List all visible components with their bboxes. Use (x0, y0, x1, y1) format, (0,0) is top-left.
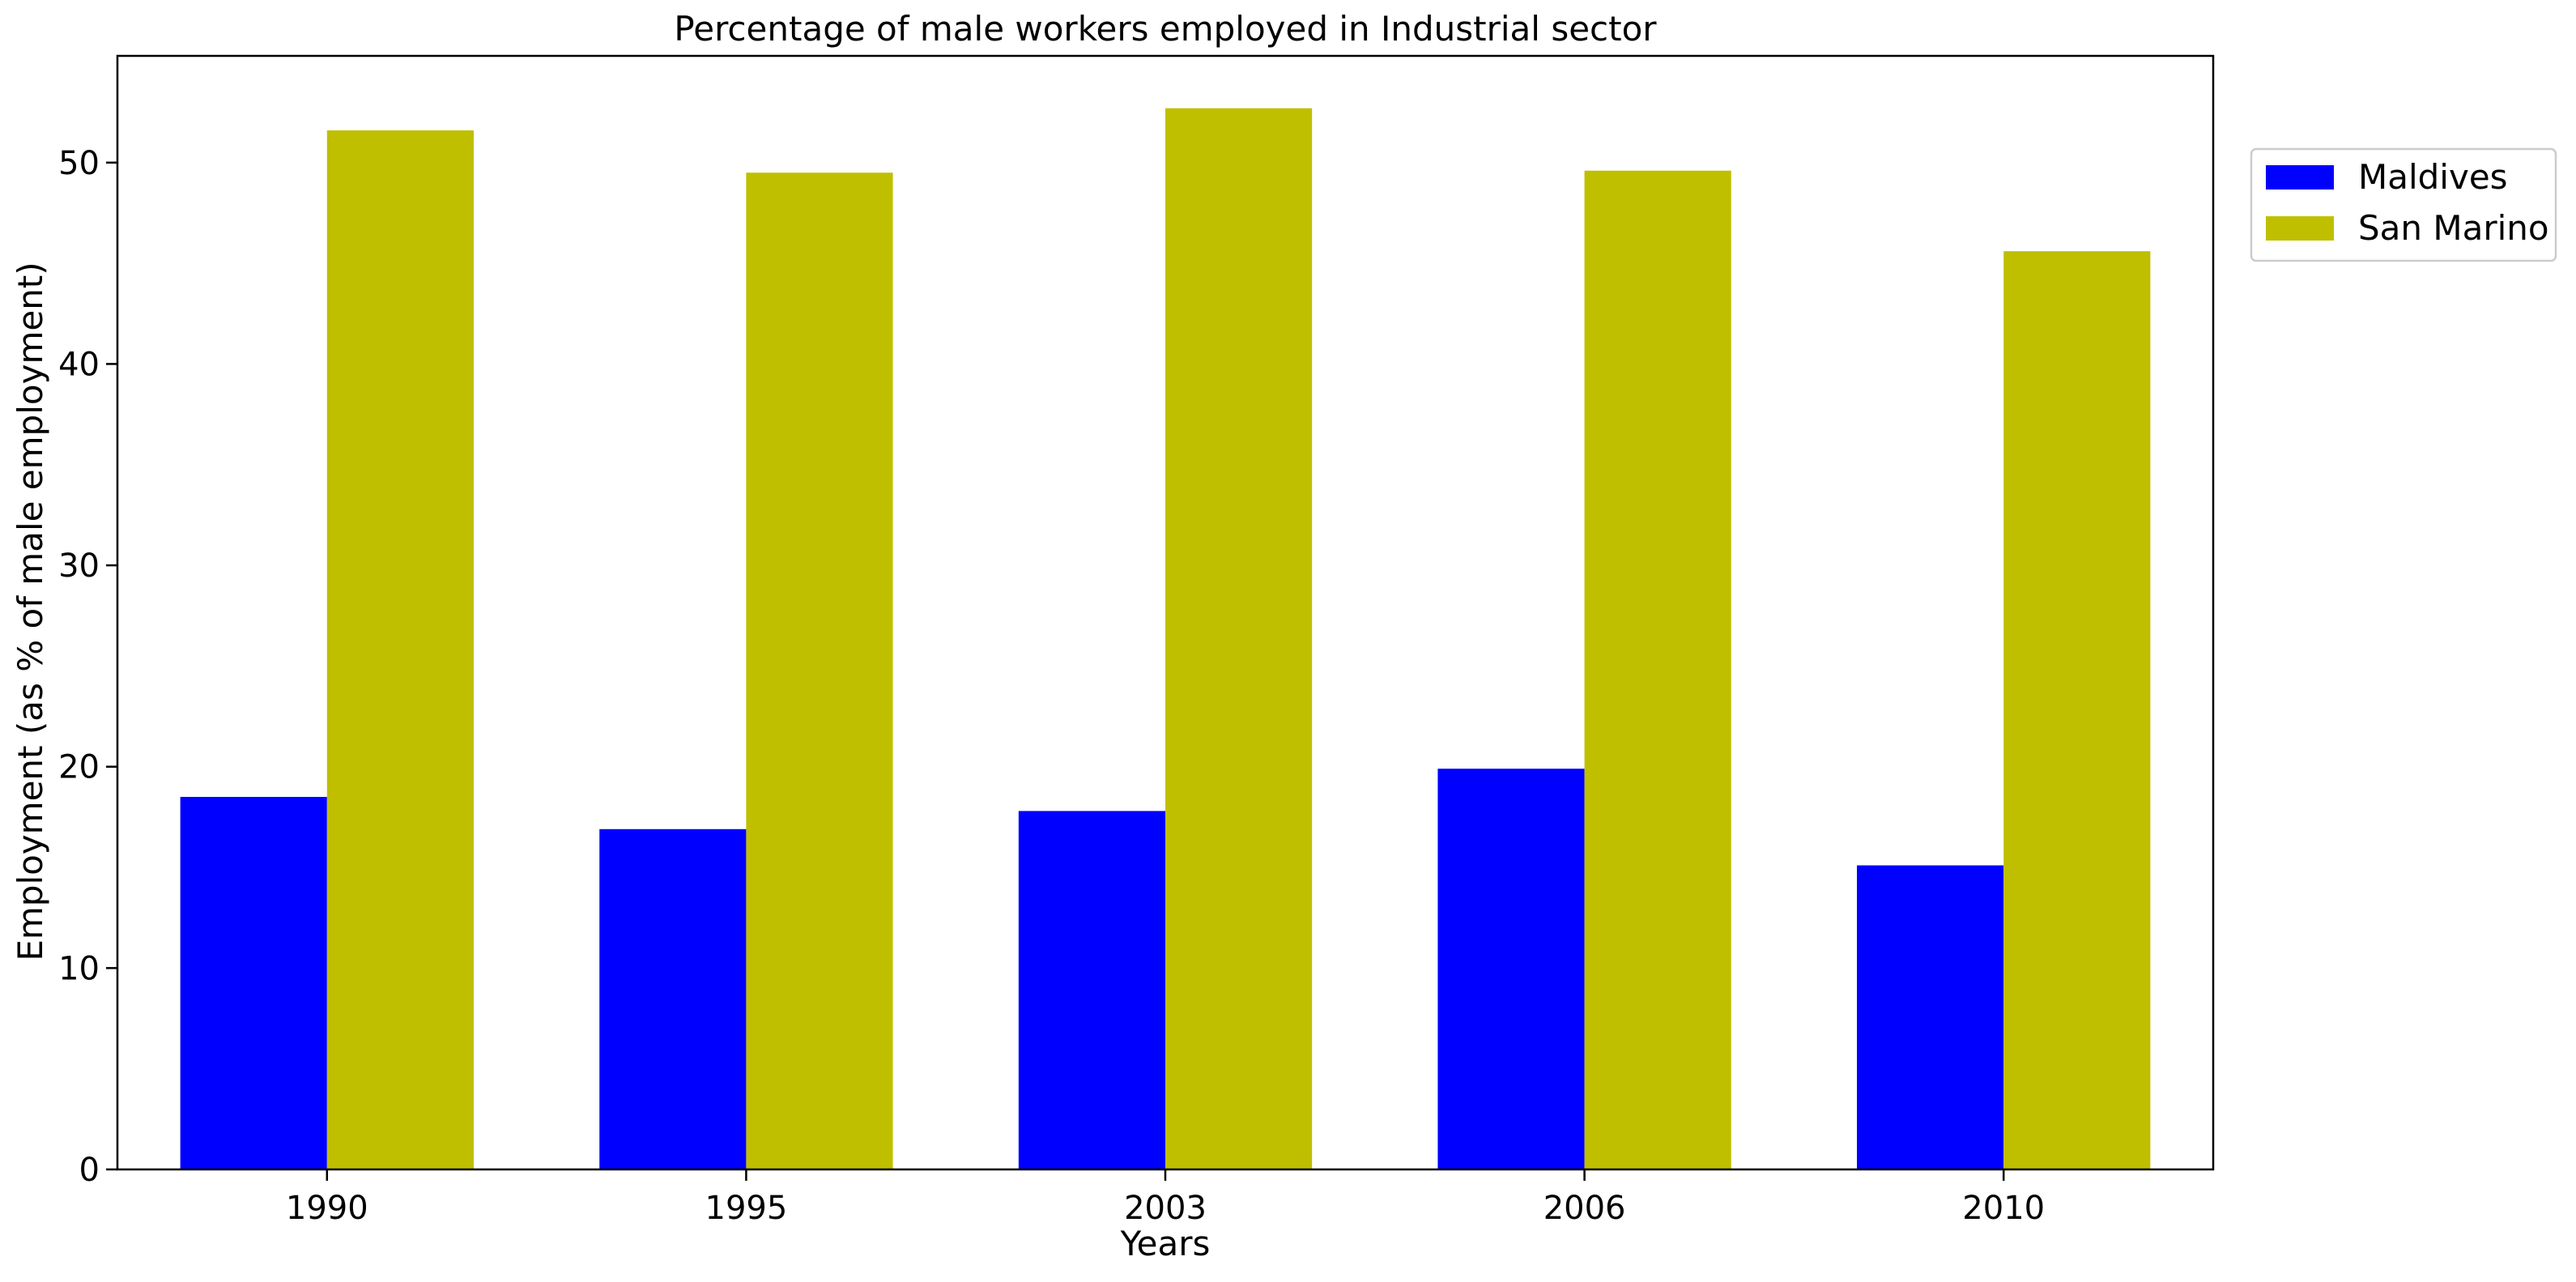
y-axis-label: Employment (as % of male employment) (11, 262, 50, 960)
x-tick-label: 2003 (1124, 1190, 1207, 1227)
bar-san-marino-1995 (746, 172, 893, 1169)
y-tick-label: 50 (58, 145, 100, 182)
legend: Maldives San Marino (2250, 147, 2557, 262)
y-tick-label: 40 (58, 346, 100, 383)
bars-group (180, 108, 2151, 1170)
legend-label-san-marino: San Marino (2358, 208, 2549, 248)
bar-san-marino-2003 (1165, 108, 1313, 1170)
bar-san-marino-2006 (1584, 170, 1731, 1170)
bar-maldives-1995 (599, 828, 747, 1169)
y-tick-label: 20 (58, 749, 100, 786)
bar-maldives-2003 (1018, 811, 1165, 1169)
legend-swatch-maldives (2266, 165, 2334, 190)
y-tick-label: 0 (79, 1152, 100, 1189)
x-tick-label: 1995 (705, 1190, 788, 1227)
chart-title: Percentage of male workers employed in I… (674, 9, 1657, 49)
bar-san-marino-2010 (2003, 251, 2151, 1169)
y-tick-label: 10 (58, 950, 100, 987)
plot-frame (116, 54, 2215, 1171)
bar-maldives-2006 (1437, 769, 1585, 1169)
x-tick-label: 2006 (1543, 1190, 1626, 1227)
bar-maldives-1990 (180, 797, 327, 1169)
x-axis-label: Years (1120, 1224, 1211, 1263)
x-tick-label: 2010 (1962, 1190, 2045, 1227)
y-tick-label: 30 (58, 547, 100, 585)
bar-san-marino-1990 (326, 130, 474, 1170)
legend-label-maldives: Maldives (2358, 157, 2508, 197)
legend-swatch-san-marino (2266, 216, 2334, 241)
bar-maldives-2010 (1857, 865, 2004, 1169)
x-tick-label: 1990 (286, 1190, 368, 1227)
axis-ticks-group: 1990 1995 2003 2006 2010 0 10 20 30 40 50 (58, 145, 2045, 1227)
